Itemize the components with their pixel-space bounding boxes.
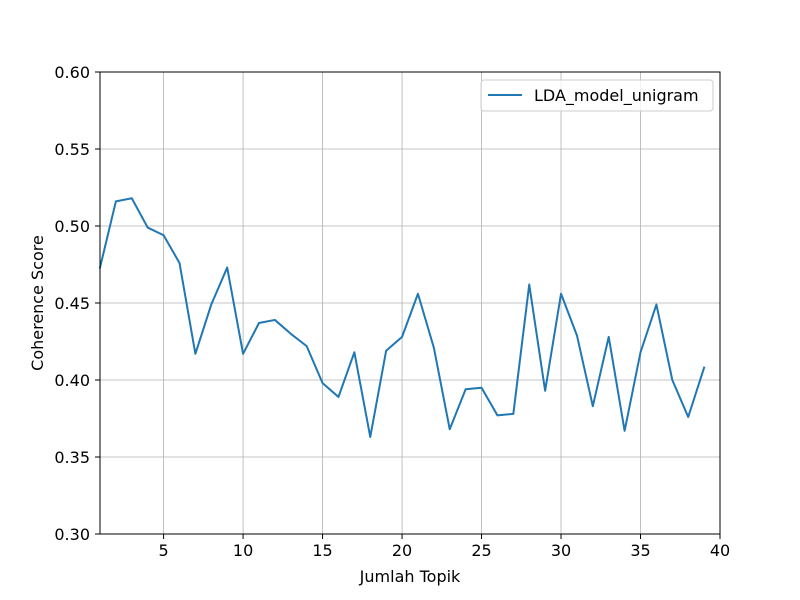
x-tick-label: 10 — [233, 541, 253, 560]
y-axis-label: Coherence Score — [28, 235, 47, 371]
legend-label: LDA_model_unigram — [534, 86, 699, 106]
legend-box — [480, 79, 714, 112]
x-tick-label: 25 — [471, 541, 491, 560]
x-tick-label: 20 — [392, 541, 412, 560]
x-tick-label: 15 — [312, 541, 332, 560]
x-tick-label: 35 — [630, 541, 650, 560]
x-axis: 5 10 15 20 25 30 35 40 — [158, 534, 730, 560]
x-axis-label: Jumlah Topik — [359, 567, 461, 586]
y-tick-label: 0.40 — [54, 371, 90, 390]
series-line-LDA_model_unigram — [98, 197, 706, 438]
y-tick-label: 0.60 — [54, 63, 90, 82]
legend: LDA_model_unigram — [480, 79, 714, 112]
y-tick-label: 0.35 — [54, 448, 90, 467]
y-axis: 0.30 0.35 0.40 0.45 0.50 0.55 0.60 — [54, 63, 100, 544]
y-tick-label: 0.50 — [54, 217, 90, 236]
series-layer — [98, 197, 706, 438]
x-tick-label: 5 — [158, 541, 168, 560]
y-tick-label: 0.45 — [54, 294, 90, 313]
x-tick-label: 30 — [551, 541, 571, 560]
x-tick-label: 40 — [710, 541, 730, 560]
y-tick-label: 0.55 — [54, 140, 90, 159]
y-tick-label: 0.30 — [54, 525, 90, 544]
